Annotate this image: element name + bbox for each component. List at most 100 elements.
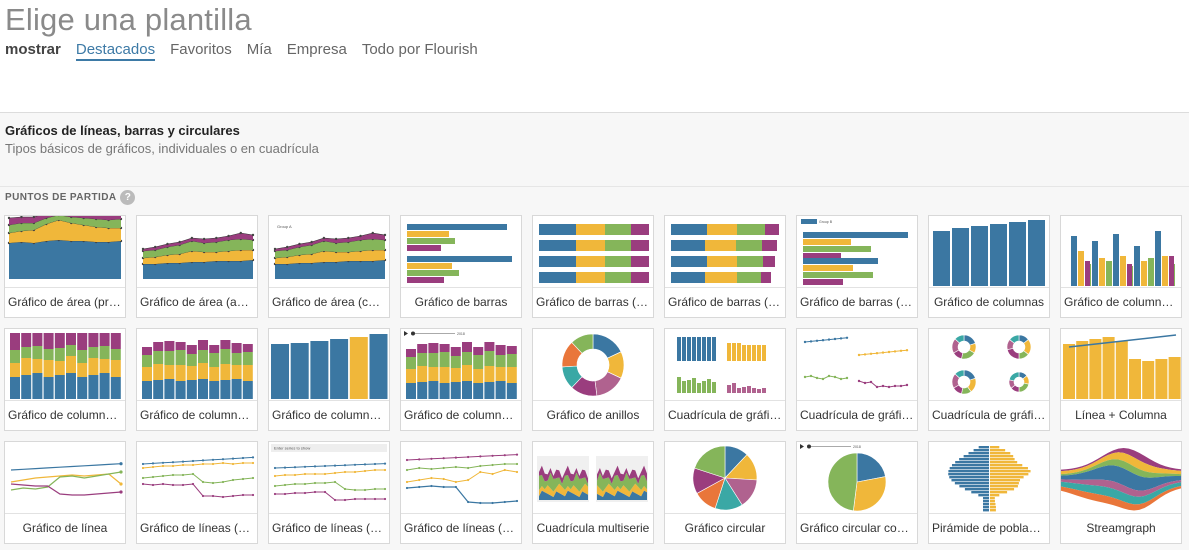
template-area-filter-card[interactable]: Group A Gráfico de área (con ... [268,215,390,318]
template-area-stacked-card[interactable]: Gráfico de área (apil... [136,215,258,318]
starting-points-label: PUNTOS DE PARTIDA [5,192,117,203]
help-icon[interactable]: ? [120,190,136,205]
template-bar-filter-thumbnail: Group B [797,216,917,287]
tab-favoritos[interactable]: Favoritos [170,41,232,58]
template-line-column-card[interactable]: Línea + Columna [1060,328,1182,431]
template-area-stacked-thumbnail [137,216,257,287]
template-pie-timeline-card[interactable]: 2018 Gráfico circular con ... [796,441,918,544]
template-line-filter-card[interactable]: Gráfico de líneas (co... [400,441,522,544]
starting-points-heading: PUNTOS DE PARTIDA ? [5,190,136,205]
template-grid-donuts-card[interactable]: Cuadrícula de gráfic... [928,328,1050,431]
template-grid-columns-thumbnail [665,329,785,400]
template-bar-stacked-label: Gráfico de barras (a... [665,287,785,317]
template-pie-timeline-thumbnail: 2018 [797,442,917,513]
tab-destacados[interactable]: Destacados [75,41,156,61]
template-line-card[interactable]: Gráfico de línea [4,441,126,544]
template-column-stacked-card[interactable]: Gráfico de columnas... [136,328,258,431]
template-pie-label: Gráfico circular [665,513,785,543]
template-line-filter-label: Gráfico de líneas (co... [401,513,521,543]
template-column-timeline-label: Gráfico de columnas... [401,400,521,430]
template-grid-lines-card[interactable]: Cuadrícula de gráfic... [796,328,918,431]
template-line-select-label: Gráfico de líneas (se ... [269,513,389,543]
template-population-pyramid-label: Pirámide de población [929,513,1049,543]
filter-bar: mostrar Destacados Favoritos Mía Empresa… [5,41,493,61]
template-bar-filter-label: Gráfico de barras (co... [797,287,917,317]
page-title: Elige una plantilla [5,2,252,37]
template-line-thumbnail [5,442,125,513]
template-multiseries-grid-thumbnail [533,442,653,513]
template-area-filter-label: Gráfico de área (con ... [269,287,389,317]
template-grid-columns-label: Cuadrícula de gráfic... [665,400,785,430]
template-area-stacked-label: Gráfico de área (apil... [137,287,257,317]
template-bar-label: Gráfico de barras [401,287,521,317]
template-streamgraph-thumbnail [1061,442,1181,513]
template-line-proportional-card[interactable]: Gráfico de líneas (pr... [136,441,258,544]
template-column-grouped-card[interactable]: Gráfico de columnas... [1060,215,1182,318]
svg-text:2018: 2018 [853,445,861,449]
template-line-proportional-label: Gráfico de líneas (pr... [137,513,257,543]
svg-text:2018: 2018 [457,332,465,336]
template-line-select-thumbnail: Enter series to show [269,442,389,513]
template-column-grouped-thumbnail [1061,216,1181,287]
template-column-timeline-thumbnail: 2018 [401,329,521,400]
template-column-stacked-label: Gráfico de columnas... [137,400,257,430]
template-streamgraph-card[interactable]: Streamgraph [1060,441,1182,544]
template-line-label: Gráfico de línea [5,513,125,543]
template-bar-proportional-thumbnail [533,216,653,287]
template-area-proportional-thumbnail [5,216,125,287]
template-line-filter-thumbnail [401,442,521,513]
template-column-proportional-card[interactable]: Gráfico de columnas... [4,328,126,431]
template-column-highlight-thumbnail [269,329,389,400]
template-line-proportional-thumbnail [137,442,257,513]
template-column-label: Gráfico de columnas [929,287,1049,317]
svg-text:Group A: Group A [277,224,292,229]
template-multiseries-grid-card[interactable]: Cuadrícula multiserie [532,441,654,544]
template-area-proportional-card[interactable]: Gráfico de área (pro... [4,215,126,318]
tab-todo-por-flourish[interactable]: Todo por Flourish [361,41,478,58]
template-line-select-card[interactable]: Enter series to show Gráfico de líneas (s… [268,441,390,544]
svg-text:Enter series to show: Enter series to show [274,446,310,451]
template-grid-donuts-label: Cuadrícula de gráfic... [929,400,1049,430]
template-donut-label: Gráfico de anillos [533,400,653,430]
template-multiseries-grid-label: Cuadrícula multiserie [533,513,653,543]
template-column-card[interactable]: Gráfico de columnas [928,215,1050,318]
template-grid-lines-label: Cuadrícula de gráfic... [797,400,917,430]
template-pie-thumbnail [665,442,785,513]
template-grid-columns-card[interactable]: Cuadrícula de gráfic... [664,328,786,431]
template-column-thumbnail [929,216,1049,287]
template-column-stacked-thumbnail [137,329,257,400]
template-column-proportional-thumbnail [5,329,125,400]
svg-text:Group B: Group B [819,220,833,224]
template-bar-proportional-card[interactable]: Gráfico de barras (pr... [532,215,654,318]
template-column-proportional-label: Gráfico de columnas... [5,400,125,430]
template-column-grouped-label: Gráfico de columnas... [1061,287,1181,317]
template-pie-card[interactable]: Gráfico circular [664,441,786,544]
template-bar-card[interactable]: Gráfico de barras [400,215,522,318]
template-bar-thumbnail [401,216,521,287]
section-title: Gráficos de líneas, barras y circulares [5,123,240,138]
template-bar-stacked-thumbnail [665,216,785,287]
template-area-proportional-label: Gráfico de área (pro... [5,287,125,317]
template-donut-card[interactable]: Gráfico de anillos [532,328,654,431]
template-line-column-thumbnail [1061,329,1181,400]
section-subtitle: Tipos básicos de gráficos, individuales … [5,141,319,156]
template-grid-donuts-thumbnail [929,329,1049,400]
template-area-filter-thumbnail: Group A [269,216,389,287]
template-bar-filter-card[interactable]: Group B Gráfico de barras (co... [796,215,918,318]
template-population-pyramid-thumbnail [929,442,1049,513]
template-column-highlight-label: Gráfico de columnas... [269,400,389,430]
template-bar-proportional-label: Gráfico de barras (pr... [533,287,653,317]
template-population-pyramid-card[interactable]: Pirámide de población [928,441,1050,544]
template-streamgraph-label: Streamgraph [1061,513,1181,543]
tab-empresa[interactable]: Empresa [286,41,347,58]
template-pie-timeline-label: Gráfico circular con ... [797,513,917,543]
template-donut-thumbnail [533,329,653,400]
template-grid-lines-thumbnail [797,329,917,400]
template-bar-stacked-card[interactable]: Gráfico de barras (a... [664,215,786,318]
template-grid: Gráfico de área (pro... Gráfico de área (… [4,215,1182,544]
filter-label: mostrar [5,41,61,58]
tab-mia[interactable]: Mía [246,41,272,58]
template-column-highlight-card[interactable]: Gráfico de columnas... [268,328,390,431]
template-line-column-label: Línea + Columna [1061,400,1181,430]
template-column-timeline-card[interactable]: 2018 Gráfico de columnas... [400,328,522,431]
